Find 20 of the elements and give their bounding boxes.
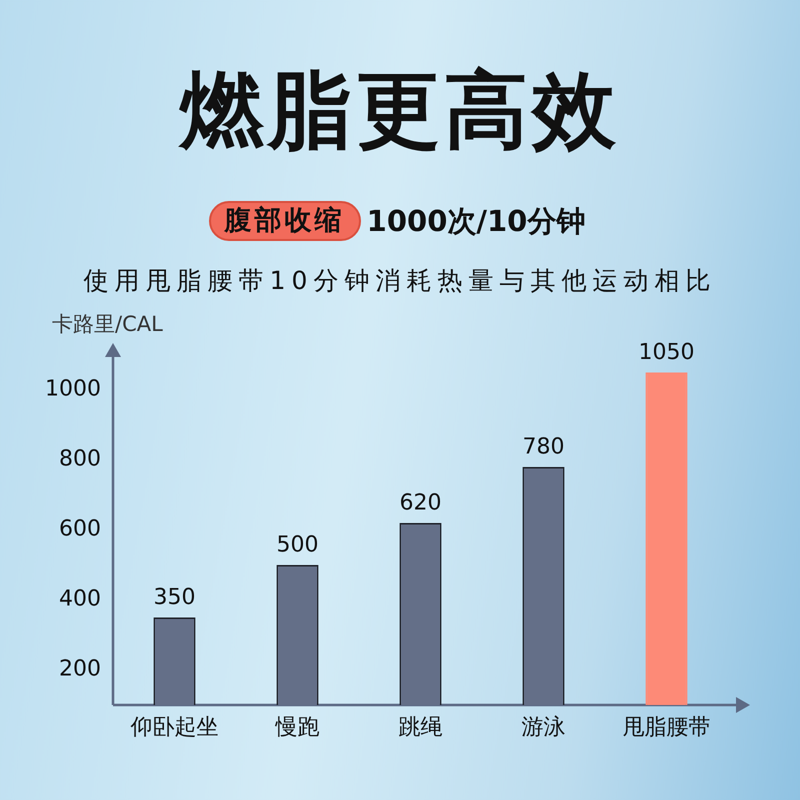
y-tick-label: 1000 [45, 376, 101, 402]
chart-subtitle: 使用甩脂腰带10分钟消耗热量与其他运动相比 [82, 266, 718, 296]
x-tick-label: 甩脂腰带 [622, 714, 710, 740]
y-tick-label: 200 [59, 656, 101, 682]
data-label: 620 [400, 490, 442, 516]
x-tick-label: 仰卧起坐 [130, 714, 218, 740]
x-tick-label: 游泳 [522, 714, 566, 740]
text: 1000次/10分钟 [366, 204, 586, 239]
data-label: 780 [522, 434, 564, 460]
x-tick-label: 跳绳 [398, 714, 442, 740]
data-label: 500 [276, 532, 318, 558]
y-tick-label: 400 [59, 586, 101, 612]
x-tick-label: 慢跑 [274, 714, 320, 740]
y-tick-label: 600 [59, 516, 101, 542]
chart-title: 燃脂更高效 [177, 61, 621, 159]
y-tick-label: 800 [59, 446, 101, 472]
data-label: 350 [154, 585, 196, 610]
text: 腹部收缩 [208, 201, 361, 242]
y-axis-title: 卡路里/CAL [52, 312, 163, 336]
data-label: 1050 [638, 340, 694, 366]
